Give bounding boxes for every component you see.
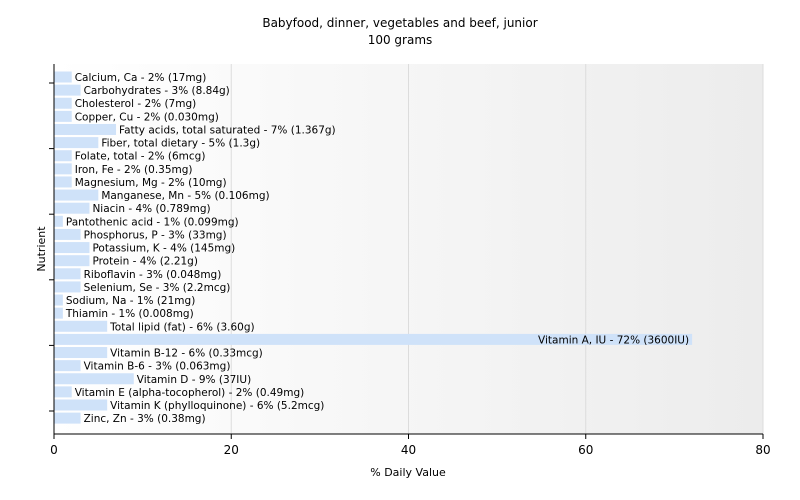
bar-label: Vitamin D - 9% (37IU) [137, 374, 251, 386]
bar-label: Folate, total - 2% (6mcg) [75, 151, 206, 163]
bar-label: Carbohydrates - 3% (8.84g) [84, 85, 230, 97]
chart-subtitle: 100 grams [368, 33, 433, 47]
y-axis-title: Nutrient [35, 226, 48, 272]
bar-label: Manganese, Mn - 5% (0.106mg) [101, 190, 269, 202]
bar [54, 320, 108, 332]
bar-label: Sodium, Na - 1% (21mg) [66, 295, 195, 307]
bar [54, 242, 90, 254]
bar [54, 163, 72, 175]
bar-label: Total lipid (fat) - 6% (3.60g) [109, 321, 254, 333]
bar-label: Selenium, Se - 3% (2.2mcg) [84, 282, 231, 294]
bar [54, 110, 72, 122]
bar-label: Phosphorus, P - 3% (33mg) [84, 229, 227, 241]
x-axis-title: % Daily Value [370, 466, 446, 479]
bar-label: Thiamin - 1% (0.008mg) [65, 308, 194, 320]
x-tick-label: 40 [401, 443, 416, 457]
bar [54, 268, 81, 280]
bar-label: Fiber, total dietary - 5% (1.3g) [101, 138, 260, 150]
x-tick-label: 20 [224, 443, 239, 457]
bar-label: Zinc, Zn - 3% (0.38mg) [84, 413, 206, 425]
bar-label: Vitamin E (alpha-tocopherol) - 2% (0.49m… [75, 387, 305, 399]
bar [54, 255, 90, 267]
bar [54, 386, 72, 398]
bar [54, 347, 108, 359]
bar-label: Calcium, Ca - 2% (17mg) [75, 72, 207, 84]
bar-label: Fatty acids, total saturated - 7% (1.367… [119, 124, 336, 136]
bar-label: Copper, Cu - 2% (0.030mg) [75, 111, 219, 123]
bar [54, 84, 81, 96]
bar [54, 176, 72, 188]
bar-label: Niacin - 4% (0.789mg) [92, 203, 210, 215]
axes: 0 20 40 60 80 [49, 64, 771, 457]
x-tick-label: 0 [50, 443, 58, 457]
bar-label: Vitamin B-6 - 3% (0.063mg) [84, 361, 231, 373]
bar-labels: Calcium, Ca - 2% (17mg)Carbohydrates - 3… [65, 72, 689, 425]
x-tick-label: 60 [578, 443, 593, 457]
bar [54, 123, 117, 135]
bar-label: Vitamin K (phylloquinone) - 6% (5.2mcg) [110, 400, 324, 412]
bar-label: Potassium, K - 4% (145mg) [92, 243, 235, 255]
bar [54, 150, 72, 162]
bar [54, 281, 81, 293]
bar [54, 294, 63, 306]
bar [54, 71, 72, 83]
chart-title: Babyfood, dinner, vegetables and beef, j… [262, 16, 537, 30]
bar [54, 360, 81, 372]
bar [54, 333, 693, 345]
grid-lines [230, 64, 764, 434]
bar-label: Vitamin A, IU - 72% (3600IU) [538, 334, 689, 346]
bar [54, 399, 108, 411]
bar-label: Cholesterol - 2% (7mg) [75, 98, 197, 110]
bar-label: Riboflavin - 3% (0.048mg) [84, 269, 222, 281]
bar [54, 307, 63, 319]
bar [54, 189, 99, 201]
bar-label: Iron, Fe - 2% (0.35mg) [75, 164, 193, 176]
bar-label: Magnesium, Mg - 2% (10mg) [75, 177, 227, 189]
bar [54, 373, 134, 385]
bar [54, 202, 90, 214]
bar [54, 412, 81, 424]
bars [54, 71, 693, 424]
bar [54, 228, 81, 240]
bar-label: Vitamin B-12 - 6% (0.33mcg) [110, 348, 263, 360]
bar-label: Protein - 4% (2.21g) [92, 256, 198, 268]
bar [54, 215, 63, 227]
bar [54, 97, 72, 109]
bar [54, 137, 99, 149]
bar-label: Pantothenic acid - 1% (0.099mg) [66, 216, 239, 228]
x-tick-label: 80 [755, 443, 770, 457]
